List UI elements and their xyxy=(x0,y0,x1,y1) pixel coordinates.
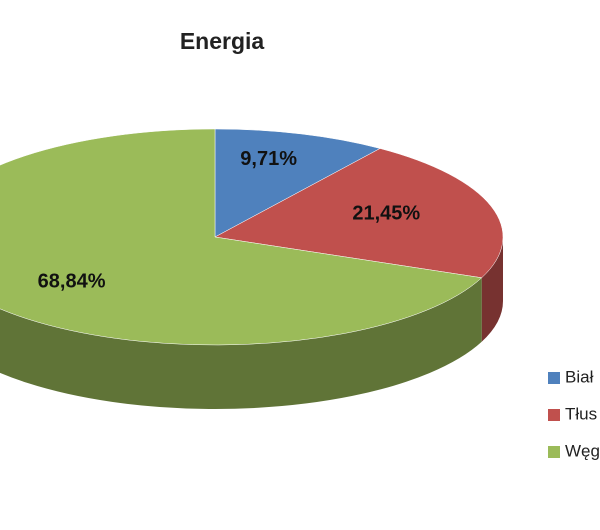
slice-side xyxy=(0,277,482,409)
chart-title: Energia xyxy=(180,28,265,54)
legend-swatch xyxy=(548,372,560,384)
data-label: 68,84% xyxy=(38,270,106,292)
data-label: 9,71% xyxy=(240,148,297,170)
legend-label: Tłus xyxy=(565,404,597,423)
slice xyxy=(214,128,381,238)
slice xyxy=(214,148,504,279)
legend-swatch xyxy=(548,409,560,421)
slice xyxy=(0,128,483,346)
data-label: 21,45% xyxy=(352,202,420,224)
legend-label: Biał xyxy=(565,367,594,386)
legend-label: Węg xyxy=(565,441,600,460)
legend-swatch xyxy=(548,446,560,458)
slice-side xyxy=(481,237,503,342)
